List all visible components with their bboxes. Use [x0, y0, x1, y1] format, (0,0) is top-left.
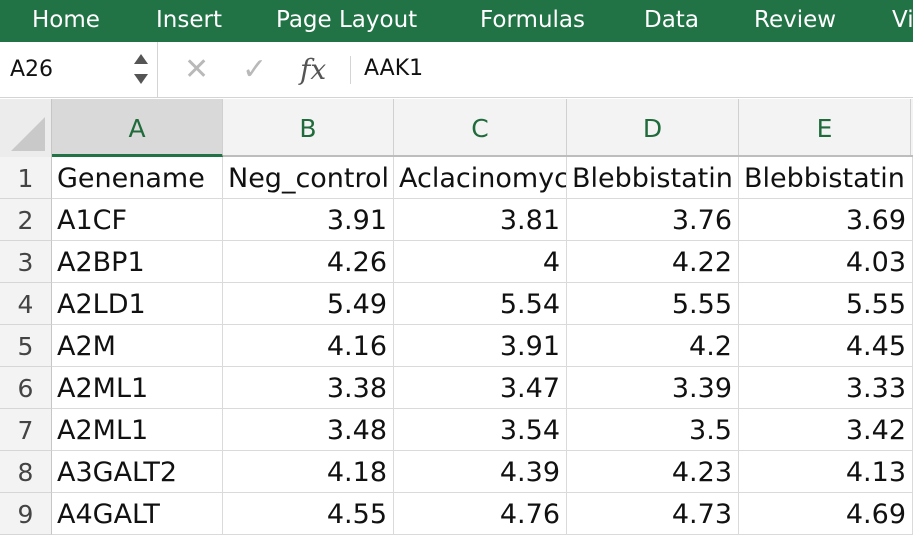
table-row: 1GenenameNeg_controlAclacinomycinBlebbis… — [0, 157, 913, 199]
tab-data[interactable]: Data — [644, 7, 699, 33]
tab-home[interactable]: Home — [32, 7, 100, 33]
cell-a1[interactable]: Genename — [52, 157, 223, 199]
column-header-c[interactable]: C — [394, 99, 567, 155]
cell-d2[interactable]: 3.76 — [567, 199, 739, 241]
cell-c1[interactable]: Aclacinomycin — [394, 157, 567, 199]
cell-b6[interactable]: 3.38 — [223, 367, 394, 409]
cell-c7[interactable]: 3.54 — [394, 409, 567, 451]
cell-b3[interactable]: 4.26 — [223, 241, 394, 283]
select-all-icon — [11, 117, 45, 151]
cell-d3[interactable]: 4.22 — [567, 241, 739, 283]
cell-a6[interactable]: A2ML1 — [52, 367, 223, 409]
cell-c8[interactable]: 4.39 — [394, 451, 567, 493]
cell-c4[interactable]: 5.54 — [394, 283, 567, 325]
select-all-button[interactable] — [0, 99, 52, 157]
table-row: 7 A2ML1 3.48 3.54 3.5 3.42 — [0, 409, 913, 451]
cell-e7[interactable]: 3.42 — [739, 409, 913, 451]
table-row: 5 A2M 4.16 3.91 4.2 4.45 — [0, 325, 913, 367]
cell-b2[interactable]: 3.91 — [223, 199, 394, 241]
cell-a8[interactable]: A3GALT2 — [52, 451, 223, 493]
cell-d9[interactable]: 4.73 — [567, 493, 739, 535]
name-box[interactable]: A26 — [0, 42, 158, 98]
cell-b7[interactable]: 3.48 — [223, 409, 394, 451]
cell-e5[interactable]: 4.45 — [739, 325, 913, 367]
column-header-d[interactable]: D — [567, 99, 739, 155]
cell-d6[interactable]: 3.39 — [567, 367, 739, 409]
formula-input[interactable]: AAK1 — [364, 56, 424, 81]
cell-e9[interactable]: 4.69 — [739, 493, 913, 535]
tab-insert[interactable]: Insert — [156, 7, 222, 33]
table-row: 3 A2BP1 4.26 4 4.22 4.03 — [0, 241, 913, 283]
cell-b4[interactable]: 5.49 — [223, 283, 394, 325]
tab-view[interactable]: Vi — [892, 7, 913, 33]
cell-a2[interactable]: A1CF — [52, 199, 223, 241]
cell-b5[interactable]: 4.16 — [223, 325, 394, 367]
column-header-b[interactable]: B — [223, 99, 394, 155]
cell-a3[interactable]: A2BP1 — [52, 241, 223, 283]
row-header-5[interactable]: 5 — [0, 325, 52, 367]
cell-c5[interactable]: 3.91 — [394, 325, 567, 367]
formula-bar-divider — [350, 56, 351, 84]
cell-b8[interactable]: 4.18 — [223, 451, 394, 493]
cell-e1[interactable]: Blebbistatin — [739, 157, 913, 199]
checkmark-icon[interactable]: ✓ — [242, 53, 268, 86]
tab-page-layout[interactable]: Page Layout — [276, 7, 418, 33]
row-header-2[interactable]: 2 — [0, 199, 52, 241]
cell-e6[interactable]: 3.33 — [739, 367, 913, 409]
row-header-6[interactable]: 6 — [0, 367, 52, 409]
spreadsheet-grid: A B C D E 1 Genename Neg_control Aclacinomy… — [0, 99, 913, 539]
cell-c3[interactable]: 4 — [394, 241, 567, 283]
row-header-7[interactable]: 7 — [0, 409, 52, 451]
cell-a4[interactable]: A2LD1 — [52, 283, 223, 325]
cell-d4[interactable]: 5.55 — [567, 283, 739, 325]
cell-a5[interactable]: A2M — [52, 325, 223, 367]
row-header-3[interactable]: 3 — [0, 241, 52, 283]
cell-c9[interactable]: 4.76 — [394, 493, 567, 535]
cell-a9[interactable]: A4GALT — [52, 493, 223, 535]
cell-e8[interactable]: 4.13 — [739, 451, 913, 493]
cell-d8[interactable]: 4.23 — [567, 451, 739, 493]
tab-formulas[interactable]: Formulas — [480, 7, 585, 33]
row-header-1[interactable]: 1 — [0, 157, 52, 199]
cell-d5[interactable]: 4.2 — [567, 325, 739, 367]
name-box-value: A26 — [10, 57, 54, 82]
row-header-4[interactable]: 4 — [0, 283, 52, 325]
cell-d7[interactable]: 3.5 — [567, 409, 739, 451]
chevron-up-icon — [134, 54, 148, 64]
table-row: 2 A1CF 3.91 3.81 3.76 3.69 — [0, 199, 913, 241]
cell-c6[interactable]: 3.47 — [394, 367, 567, 409]
tab-review[interactable]: Review — [754, 7, 837, 33]
name-box-stepper[interactable] — [130, 50, 152, 90]
table-row: 8 A3GALT2 4.18 4.39 4.23 4.13 — [0, 451, 913, 493]
table-row: 9 A4GALT 4.55 4.76 4.73 4.69 — [0, 493, 913, 535]
cell-e2[interactable]: 3.69 — [739, 199, 913, 241]
column-header-a[interactable]: A — [52, 99, 223, 157]
cell-e3[interactable]: 4.03 — [739, 241, 913, 283]
cell-c2[interactable]: 3.81 — [394, 199, 567, 241]
cancel-icon[interactable]: ✕ — [184, 53, 210, 86]
cell-b9[interactable]: 4.55 — [223, 493, 394, 535]
formula-bar: A26 ✕ ✓ fx AAK1 — [0, 42, 913, 98]
table-row: 6 A2ML1 3.38 3.47 3.39 3.33 — [0, 367, 913, 409]
cell-a7[interactable]: A2ML1 — [52, 409, 223, 451]
table-row: 4 A2LD1 5.49 5.54 5.55 5.55 — [0, 283, 913, 325]
column-header-bar: A B C D E — [0, 99, 913, 157]
cell-d1[interactable]: Blebbistatin — [567, 157, 739, 199]
cell-e4[interactable]: 5.55 — [739, 283, 913, 325]
row-header-9[interactable]: 9 — [0, 493, 52, 535]
insert-function-button[interactable]: fx — [300, 53, 327, 86]
column-header-e[interactable]: E — [739, 99, 911, 155]
cell-b1[interactable]: Neg_control — [223, 157, 394, 199]
chevron-down-icon — [134, 74, 148, 84]
row-header-8[interactable]: 8 — [0, 451, 52, 493]
ribbon-tab-bar: Home Insert Page Layout Formulas Data Re… — [0, 0, 913, 42]
